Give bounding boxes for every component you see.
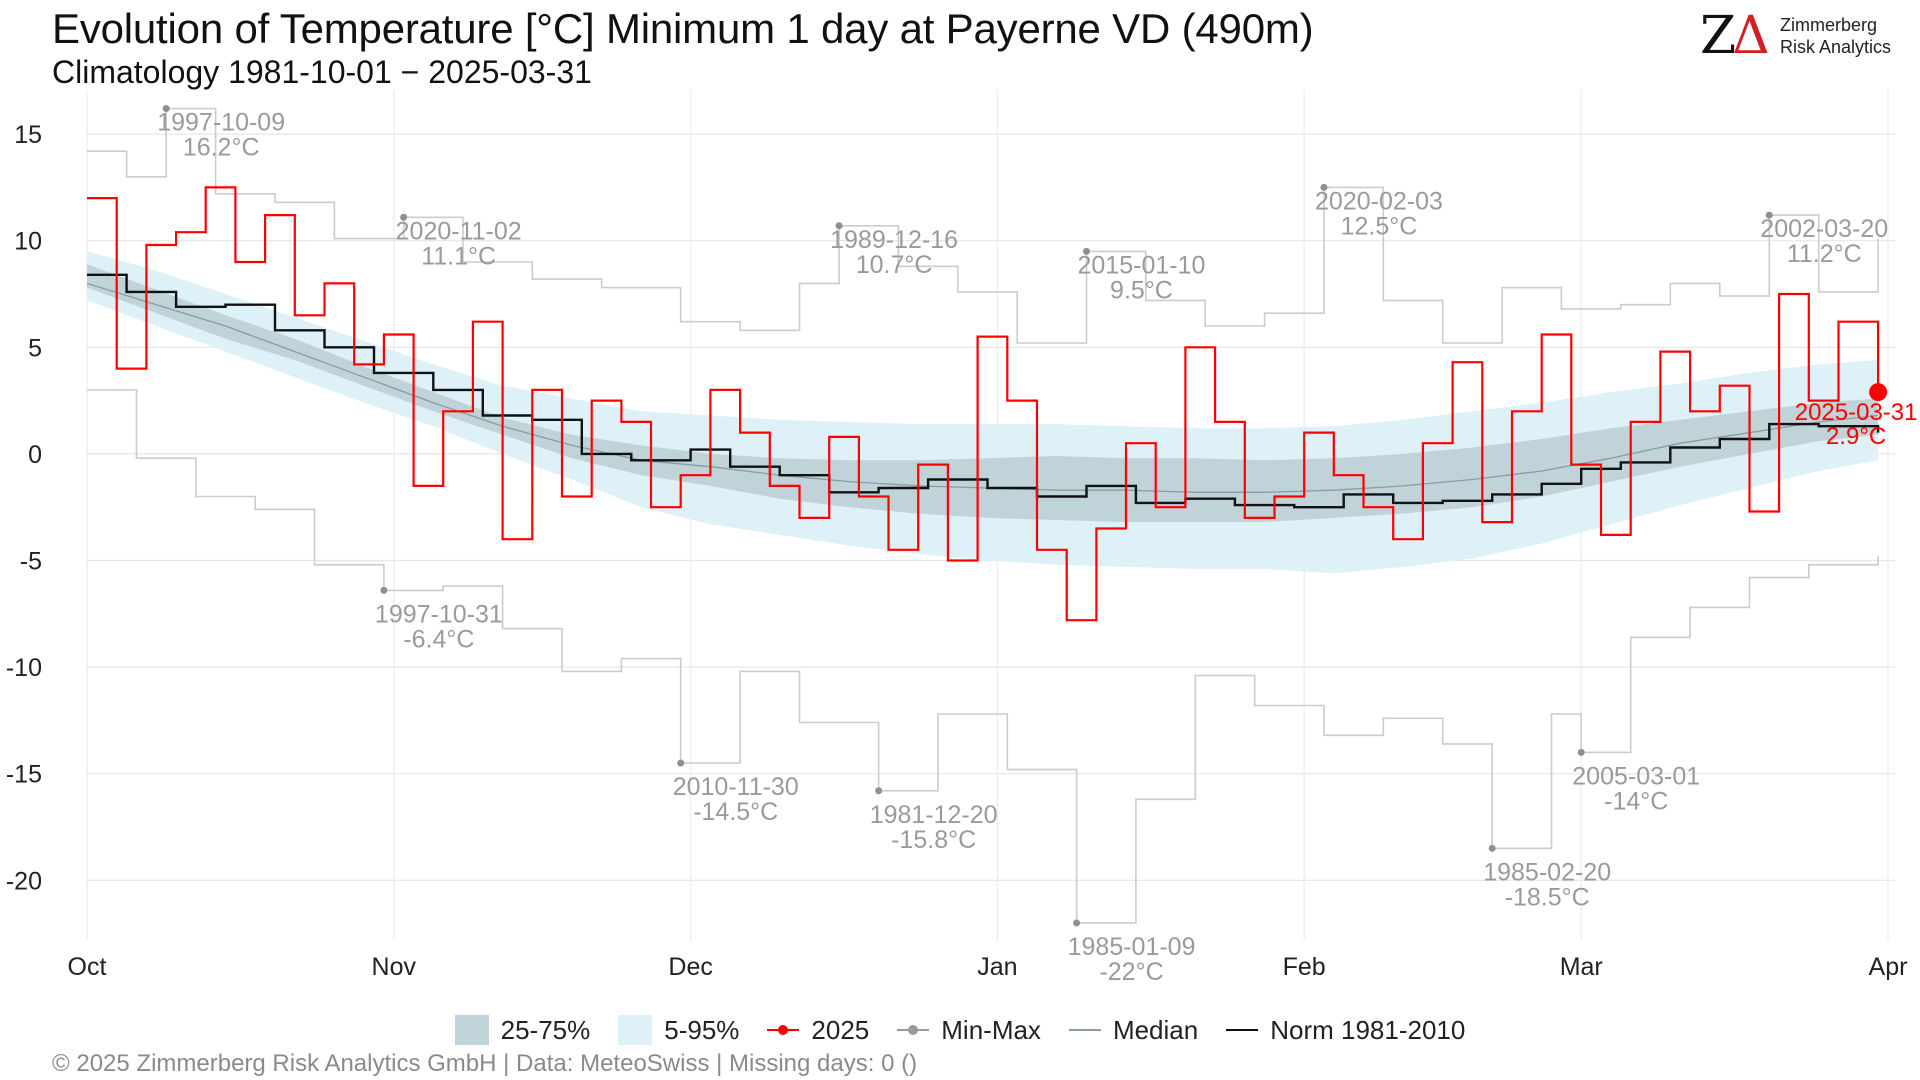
legend-line-minmax	[897, 1015, 930, 1045]
x-tick-label: Nov	[372, 953, 417, 981]
record-value-label: 10.7°C	[856, 251, 933, 279]
legend-label-minmax: Min-Max	[941, 1014, 1041, 1045]
record-point	[400, 213, 408, 221]
legend-swatch-p5-95	[618, 1015, 653, 1045]
current-point-marker	[1869, 383, 1888, 402]
chart-legend: 25-75% 5-95% 2025 Min-Max Median Norm 19…	[0, 1010, 1920, 1050]
current-layer: 2025-03-312.9°C	[87, 186, 1918, 622]
legend-line-current	[767, 1015, 800, 1045]
legend-label-current: 2025	[811, 1014, 870, 1045]
chart-title: Evolution of Temperature [°C] Minimum 1 …	[52, 5, 1314, 52]
record-point	[380, 586, 388, 594]
record-date-label: 1997-10-09	[157, 109, 285, 137]
legend-label-norm: Norm 1981-2010	[1270, 1014, 1466, 1045]
record-point	[1765, 211, 1773, 219]
current-point-value-label: 2.9°C	[1826, 423, 1886, 450]
record-point	[1073, 919, 1081, 927]
legend-label-p5-95: 5-95%	[664, 1014, 740, 1045]
record-value-label: -6.4°C	[403, 625, 474, 653]
record-point	[677, 759, 685, 767]
series-2025-line	[87, 186, 1880, 622]
legend-label-iqr: 25-75%	[500, 1014, 591, 1045]
record-value-label: 12.5°C	[1341, 212, 1418, 240]
y-tick-label: 0	[28, 441, 42, 469]
y-tick-label: -5	[20, 548, 42, 576]
record-point	[1320, 183, 1328, 191]
record-value-label: -14.5°C	[693, 798, 778, 826]
record-point	[162, 105, 170, 113]
chart-subtitle: Climatology 1981-10-01 − 2025-03-31	[52, 54, 592, 90]
legend-item-p5-95: 5-95%	[618, 1015, 739, 1046]
legend-item-minmax: Min-Max	[897, 1015, 1041, 1046]
band-25-75	[87, 264, 1879, 523]
record-point	[1577, 748, 1585, 756]
record-point	[875, 787, 883, 795]
x-tick-label: Dec	[668, 953, 712, 981]
x-tick-label: Feb	[1283, 953, 1326, 981]
y-tick-label: 10	[14, 228, 42, 256]
x-tick-label: Oct	[68, 953, 107, 981]
current-point-date-label: 2025-03-31	[1795, 399, 1918, 426]
record-date-label: 2020-11-02	[396, 217, 522, 245]
y-tick-label: 5	[28, 334, 42, 362]
record-date-label: 1985-02-20	[1483, 858, 1611, 886]
record-value-label: -14°C	[1604, 787, 1668, 815]
record-value-label: 16.2°C	[183, 134, 260, 162]
record-date-label: 1997-10-31	[375, 600, 503, 628]
record-date-label: 2010-11-30	[673, 773, 799, 801]
norm-layer	[87, 273, 1880, 509]
y-tick-label: -10	[6, 654, 42, 682]
x-tick-label: Apr	[1869, 953, 1908, 981]
record-date-label: 1981-12-20	[870, 801, 998, 829]
record-date-label: 2020-02-03	[1315, 187, 1443, 215]
y-tick-label: -15	[6, 761, 42, 789]
record-value-label: 9.5°C	[1110, 276, 1173, 304]
band-5-95	[87, 251, 1879, 574]
legend-label-median: Median	[1112, 1014, 1199, 1045]
logo-text: Zimmerberg Risk Analytics	[1780, 14, 1891, 58]
record-value-label: 11.1°C	[421, 242, 496, 270]
legend-item-median: Median	[1068, 1014, 1199, 1046]
company-logo: ZΔ Zimmerberg Risk Analytics	[1700, 8, 1900, 64]
x-tick-label: Mar	[1560, 953, 1603, 981]
record-value-label: 11.2°C	[1787, 240, 1862, 268]
legend-line-norm	[1226, 1015, 1259, 1045]
record-date-label: 1989-12-16	[830, 226, 958, 254]
x-tick-label: Jan	[977, 953, 1017, 981]
record-date-label: 1985-01-09	[1068, 933, 1196, 961]
legend-item-norm: Norm 1981-2010	[1226, 1015, 1465, 1046]
axis-layer: 15 10 5 0 -5 -10 -15 -20 Oct Nov Dec Jan Feb Mar Apr	[6, 121, 1908, 981]
record-value-label: -18.5°C	[1505, 883, 1590, 911]
record-point	[1082, 247, 1090, 255]
legend-item-iqr: 25-75%	[454, 1014, 591, 1046]
record-point	[1488, 844, 1496, 852]
legend-line-median	[1068, 1015, 1101, 1045]
logo-mark-z: Z	[1700, 6, 1736, 66]
record-value-label: -15.8°C	[891, 826, 976, 854]
record-value-label: -22°C	[1099, 958, 1163, 986]
footer-credits: © 2025 Zimmerberg Risk Analytics GmbH | …	[52, 1050, 918, 1077]
record-date-label: 2002-03-20	[1760, 215, 1888, 243]
max-line	[87, 107, 1879, 344]
logo-mark: ZΔ	[1700, 6, 1770, 66]
legend-swatch-iqr	[454, 1015, 489, 1045]
legend-item-current: 2025	[767, 1015, 869, 1046]
y-tick-label: -20	[6, 867, 42, 895]
norm-line	[87, 273, 1880, 509]
logo-line-1: Zimmerberg	[1780, 15, 1878, 35]
logo-line-2: Risk Analytics	[1780, 37, 1892, 57]
y-tick-label: 15	[14, 121, 42, 149]
band-layer	[87, 251, 1879, 574]
record-point	[835, 222, 843, 230]
record-date-label: 2015-01-10	[1078, 251, 1206, 279]
record-date-label: 2005-03-01	[1572, 762, 1700, 790]
logo-mark-delta: Δ	[1732, 6, 1770, 66]
